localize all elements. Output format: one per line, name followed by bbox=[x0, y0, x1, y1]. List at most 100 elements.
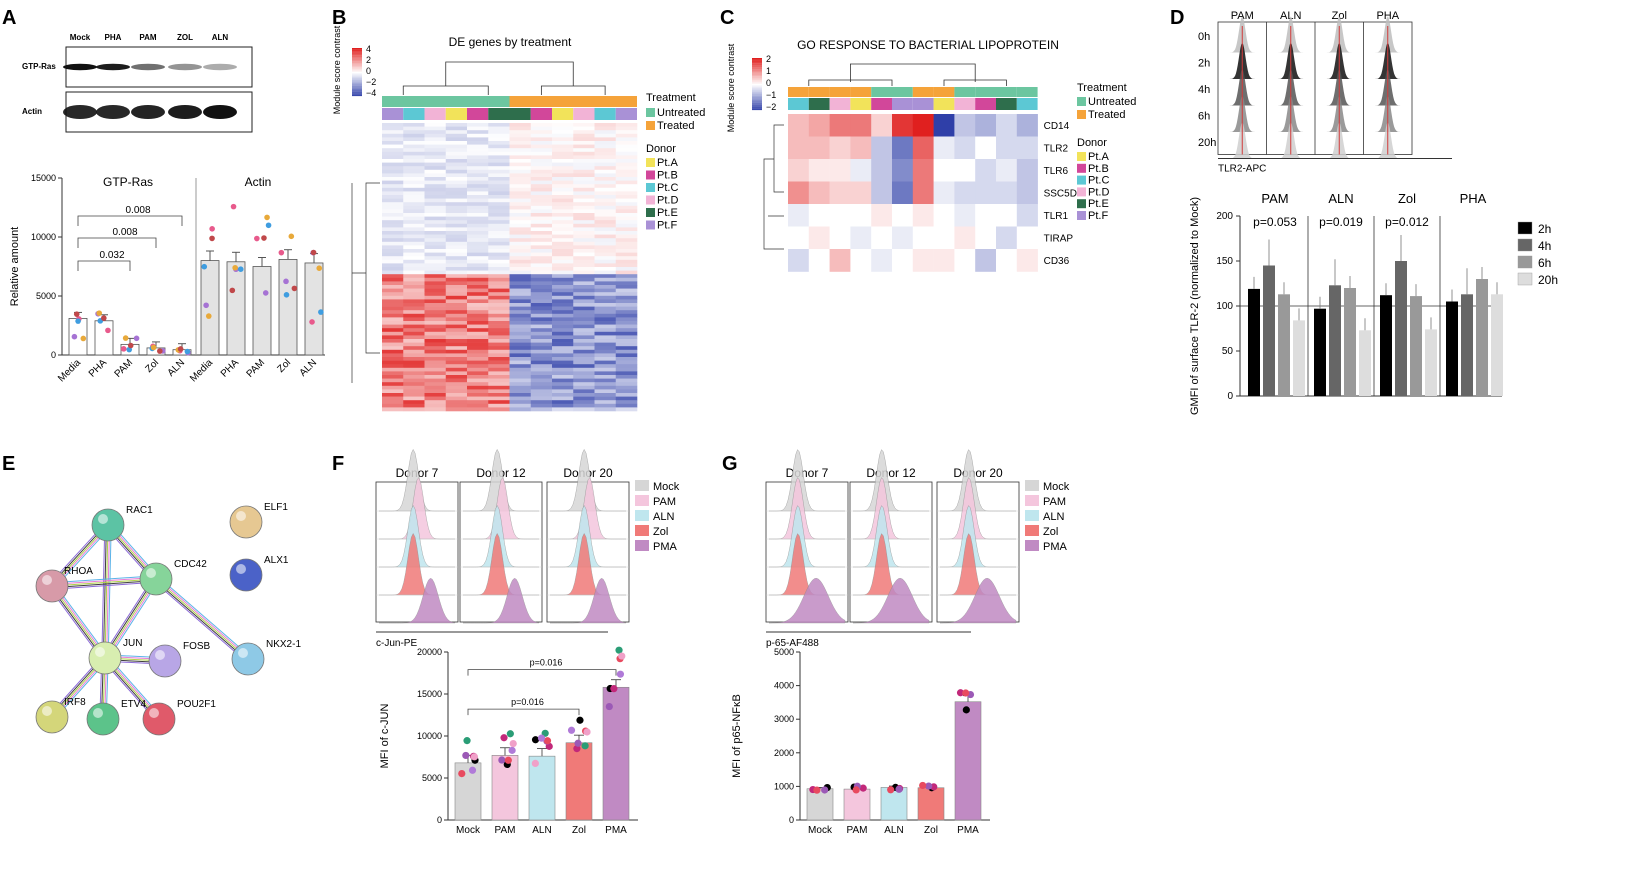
heatmap-cell bbox=[445, 123, 468, 127]
heatmap-cell bbox=[403, 378, 425, 383]
bar bbox=[1344, 288, 1356, 396]
network-edge bbox=[51, 576, 156, 585]
heatmap-cell bbox=[445, 151, 468, 156]
legend-swatch bbox=[646, 220, 655, 230]
bar bbox=[1410, 296, 1422, 396]
heatmap-cell bbox=[509, 216, 532, 221]
heatmap-cell bbox=[552, 303, 574, 307]
timepoint-label: 20h bbox=[1198, 137, 1216, 149]
heatmap-cell bbox=[467, 277, 489, 282]
heatmap-cell bbox=[382, 169, 404, 174]
x-tick-label: Media bbox=[56, 357, 83, 384]
heatmap-cell bbox=[382, 270, 404, 275]
heatmap-cell bbox=[488, 371, 510, 376]
heatmap-cell bbox=[445, 130, 468, 135]
data-point bbox=[203, 302, 209, 309]
gene-label: CD36 bbox=[1044, 256, 1070, 267]
y-tick-label: 4000 bbox=[774, 681, 794, 691]
heatmap-cell bbox=[615, 177, 638, 181]
heatmap-cell bbox=[594, 231, 617, 235]
heatmap-cell bbox=[467, 353, 489, 358]
heatmap-cell bbox=[467, 195, 489, 199]
heatmap-cell bbox=[552, 169, 574, 174]
heatmap-cell bbox=[382, 360, 404, 365]
heatmap-cell bbox=[509, 274, 532, 279]
heatmap-cell bbox=[552, 310, 574, 315]
heatmap-cell bbox=[488, 259, 510, 264]
scale-segment bbox=[752, 102, 762, 104]
heatmap-cell bbox=[467, 184, 489, 189]
heatmap-cell bbox=[403, 321, 425, 325]
heatmap-cell bbox=[552, 198, 574, 203]
significance-bracket bbox=[77, 260, 131, 271]
heatmap-cell bbox=[488, 292, 510, 297]
heatmap-cell bbox=[424, 378, 447, 383]
heatmap-cell bbox=[424, 249, 447, 253]
heatmap-cell bbox=[382, 331, 404, 336]
node-label: ALX1 bbox=[264, 555, 289, 566]
network-node bbox=[142, 702, 176, 736]
legend-swatch bbox=[1077, 110, 1086, 119]
heatmap-cell bbox=[552, 227, 574, 232]
heatmap-cell bbox=[594, 259, 617, 264]
heatmap-cell bbox=[573, 346, 595, 351]
heatmap-cell bbox=[788, 181, 810, 205]
heatmap-cell bbox=[552, 274, 574, 279]
heatmap-cell bbox=[573, 335, 595, 340]
heatmap-cell bbox=[488, 357, 510, 361]
scale-segment bbox=[752, 85, 762, 87]
heatmap-cell bbox=[509, 223, 532, 228]
heatmap-cell bbox=[594, 299, 617, 304]
scale-segment bbox=[352, 52, 362, 55]
heatmap-cell bbox=[975, 159, 997, 182]
panel-d-figure: D PAM ALN Zol PHA0h2h4h6h20hTLR2-APC0501001… bbox=[1170, 7, 1558, 415]
heatmap-cell bbox=[467, 213, 489, 217]
heatmap-cell bbox=[382, 371, 404, 376]
legend-swatch bbox=[1077, 175, 1086, 185]
network-edge bbox=[101, 524, 106, 658]
heatmap-cell bbox=[530, 184, 553, 189]
heatmap-cell bbox=[403, 396, 425, 401]
heatmap-cell bbox=[552, 144, 574, 149]
heatmap-cell bbox=[615, 184, 638, 189]
y-tick-label: 1000 bbox=[774, 781, 794, 791]
heatmap-cell bbox=[467, 223, 489, 228]
heatmap-cell bbox=[552, 299, 574, 304]
heatmap-cell bbox=[615, 173, 638, 178]
heatmap-cell bbox=[594, 277, 617, 282]
heatmap-cell bbox=[615, 126, 638, 131]
heatmap-cell bbox=[615, 205, 638, 210]
data-point bbox=[576, 716, 584, 724]
legend-donor-title: Donor bbox=[646, 143, 676, 155]
data-point bbox=[127, 342, 134, 349]
panel-label-c: C bbox=[720, 7, 734, 29]
node-highlight bbox=[149, 708, 159, 718]
y-axis-label: GMFI of surface TLR-2 (normalized to Moc… bbox=[1189, 197, 1201, 415]
bar bbox=[1248, 288, 1260, 396]
heatmap-cell bbox=[552, 202, 574, 207]
heatmap-cell bbox=[615, 159, 638, 163]
heatmap-cell bbox=[573, 285, 595, 289]
bar bbox=[1380, 295, 1392, 396]
heatmap-cell bbox=[424, 382, 447, 387]
blot-row-label: Actin bbox=[22, 107, 42, 116]
heatmap-cell bbox=[594, 220, 617, 225]
heatmap-cell bbox=[594, 227, 617, 232]
heatmap-cell bbox=[424, 209, 447, 214]
heatmap-cell bbox=[509, 403, 532, 408]
heatmap-cell bbox=[871, 249, 893, 272]
blot-lane-label: PHA bbox=[105, 33, 122, 42]
data-point bbox=[962, 689, 970, 697]
heatmap-cell bbox=[552, 187, 574, 192]
heatmap-cell bbox=[445, 238, 468, 243]
heatmap-cell bbox=[509, 353, 532, 358]
heatmap-cell bbox=[467, 162, 489, 167]
x-tick-label: PHA bbox=[219, 357, 242, 380]
heatmap-cell bbox=[996, 159, 1018, 182]
heatmap-cell bbox=[530, 159, 553, 163]
network-edge bbox=[107, 525, 112, 659]
heatmap-cell bbox=[467, 263, 489, 268]
scale-segment bbox=[752, 65, 762, 68]
histogram-column-label: PHA bbox=[1376, 10, 1399, 22]
